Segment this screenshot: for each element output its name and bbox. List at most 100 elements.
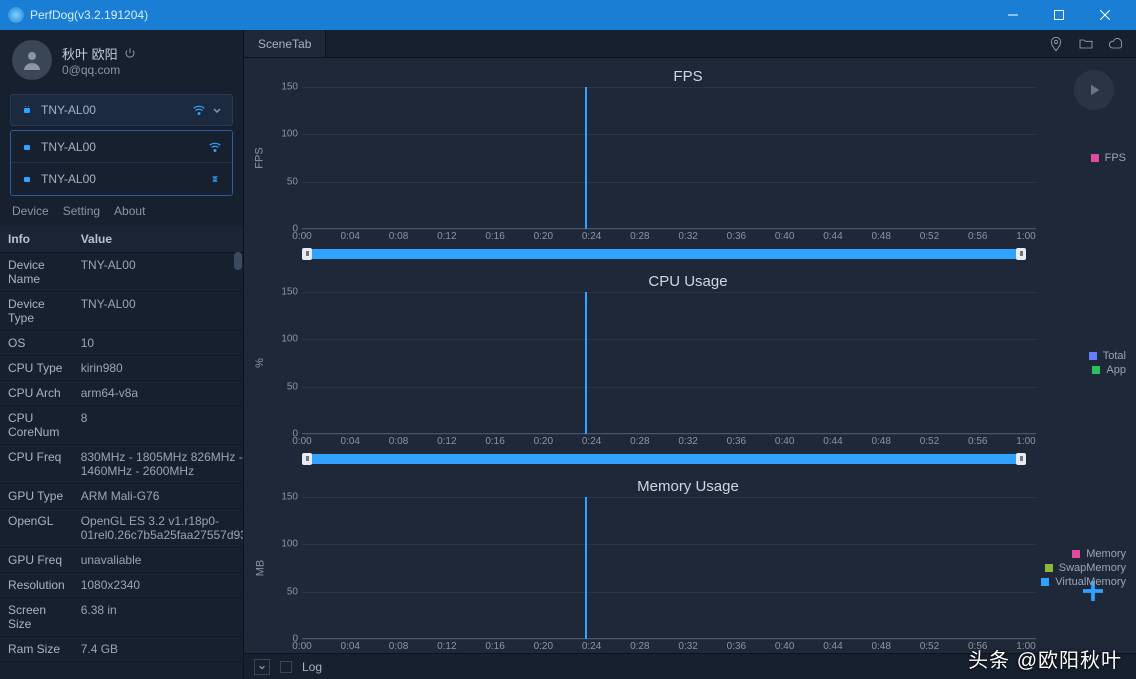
x-tick: 0:20: [534, 641, 553, 652]
time-cursor[interactable]: [585, 87, 587, 229]
x-tick: 0:28: [630, 436, 649, 447]
x-tick: 0:48: [871, 231, 890, 242]
side-tabs: Device Setting About: [0, 200, 243, 222]
power-icon[interactable]: [124, 47, 136, 59]
legend-label: FPS: [1105, 152, 1126, 164]
x-tick: 0:56: [968, 231, 987, 242]
x-tick: 0:08: [389, 436, 408, 447]
minimize-button[interactable]: [990, 0, 1036, 30]
y-tick: 50: [272, 381, 298, 392]
chart: FPSFPS050100150FPS0:000:040:080:120:160:…: [250, 64, 1126, 259]
x-tick: 0:20: [534, 436, 553, 447]
info-key: Resolution: [0, 573, 73, 598]
app-logo-icon: [8, 7, 24, 23]
table-row: Screen Size6.38 in: [0, 598, 243, 637]
legend-item[interactable]: SwapMemory: [1041, 561, 1126, 575]
info-value: 10: [73, 331, 243, 356]
device-option[interactable]: TNY-AL00: [11, 131, 232, 163]
user-name: 秋叶 欧阳: [62, 44, 118, 63]
device-option-label: TNY-AL00: [41, 140, 96, 154]
x-tick: 0:24: [582, 436, 601, 447]
device-option[interactable]: TNY-AL00: [11, 163, 232, 195]
plot-area[interactable]: 050100150: [302, 292, 1036, 434]
info-key: Ram Size: [0, 637, 73, 662]
scene-tab[interactable]: SceneTab: [244, 30, 326, 57]
time-cursor[interactable]: [585, 497, 587, 639]
device-dropdown: TNY-AL00 TNY-AL00: [10, 130, 233, 196]
x-tick: 1:00: [1016, 641, 1035, 652]
x-axis: 0:000:040:080:120:160:200:240:280:320:36…: [302, 229, 1026, 245]
collapse-button[interactable]: [254, 659, 270, 675]
x-tick: 0:56: [968, 436, 987, 447]
plot-area[interactable]: 050100150: [302, 497, 1036, 639]
info-key: OS: [0, 331, 73, 356]
legend-swatch: [1091, 154, 1099, 162]
range-handle-right[interactable]: [1016, 453, 1026, 465]
y-tick: 150: [272, 82, 298, 93]
legend-item[interactable]: Total: [1089, 349, 1126, 363]
cloud-icon[interactable]: [1108, 36, 1124, 52]
table-row: Resolution1080x2340: [0, 573, 243, 598]
x-tick: 0:12: [437, 436, 456, 447]
x-tick: 0:32: [678, 436, 697, 447]
info-value: arm64-v8a: [73, 381, 243, 406]
info-key: CPU Arch: [0, 381, 73, 406]
tab-device[interactable]: Device: [12, 200, 49, 222]
log-checkbox[interactable]: [280, 661, 292, 673]
scrollbar-thumb[interactable]: [234, 252, 242, 270]
avatar: [12, 40, 52, 80]
info-value: 8: [73, 406, 243, 445]
folder-icon[interactable]: [1078, 36, 1094, 52]
x-tick: 0:04: [341, 641, 360, 652]
chevron-down-icon: [212, 105, 222, 115]
device-selector[interactable]: TNY-AL00: [10, 94, 233, 126]
legend-label: App: [1106, 364, 1126, 376]
time-range-bar[interactable]: [302, 454, 1026, 464]
x-tick: 0:44: [823, 436, 842, 447]
charts-area: FPSFPS050100150FPS0:000:040:080:120:160:…: [244, 58, 1136, 653]
user-block: 秋叶 欧阳 0@qq.com: [0, 30, 243, 90]
time-cursor[interactable]: [585, 292, 587, 434]
info-key: GPU Freq: [0, 548, 73, 573]
plot-area[interactable]: 050100150: [302, 87, 1036, 229]
maximize-button[interactable]: [1036, 0, 1082, 30]
log-label: Log: [302, 660, 322, 674]
legend-item[interactable]: VirtualMemory: [1041, 575, 1126, 589]
table-row: Ram Size7.4 GB: [0, 637, 243, 662]
range-handle-left[interactable]: [302, 453, 312, 465]
time-range-bar[interactable]: [302, 249, 1026, 259]
scene-tab-row: SceneTab: [244, 30, 1136, 58]
location-icon[interactable]: [1048, 36, 1064, 52]
chart-title: Memory Usage: [250, 474, 1126, 497]
window-title: PerfDog(v3.2.191204): [30, 8, 148, 22]
info-value: TNY-AL00: [73, 253, 243, 292]
table-row: CPU CoreNum8: [0, 406, 243, 445]
legend-item[interactable]: App: [1089, 363, 1126, 377]
range-handle-right[interactable]: [1016, 248, 1026, 260]
close-button[interactable]: [1082, 0, 1128, 30]
x-tick: 0:48: [871, 641, 890, 652]
x-tick: 0:24: [582, 231, 601, 242]
info-value: 6.38 in: [73, 598, 243, 637]
x-tick: 0:20: [534, 231, 553, 242]
y-tick: 150: [272, 492, 298, 503]
info-header-value: Value: [73, 226, 243, 253]
legend-item[interactable]: FPS: [1091, 151, 1126, 165]
wifi-icon: [208, 140, 222, 154]
info-value: 830MHz - 1805MHz 826MHz - 1920MHz 1460MH…: [73, 445, 243, 484]
main-panel: SceneTab FPSFPS050100150FPS0:000:040:080…: [244, 30, 1136, 679]
tab-setting[interactable]: Setting: [63, 200, 100, 222]
table-row: GPU Frequnavaliable: [0, 548, 243, 573]
info-table: Info Value Device NameTNY-AL00Device Typ…: [0, 226, 243, 679]
usb-icon: [208, 172, 222, 186]
tab-about[interactable]: About: [114, 200, 145, 222]
info-value: 1080x2340: [73, 573, 243, 598]
legend-item[interactable]: Memory: [1041, 547, 1126, 561]
info-header-key: Info: [0, 226, 73, 253]
info-value: 7.4 GB: [73, 637, 243, 662]
y-axis-label: MB: [254, 560, 266, 577]
table-row: CPU Freq830MHz - 1805MHz 826MHz - 1920MH…: [0, 445, 243, 484]
x-tick: 0:08: [389, 231, 408, 242]
range-handle-left[interactable]: [302, 248, 312, 260]
y-tick: 100: [272, 129, 298, 140]
